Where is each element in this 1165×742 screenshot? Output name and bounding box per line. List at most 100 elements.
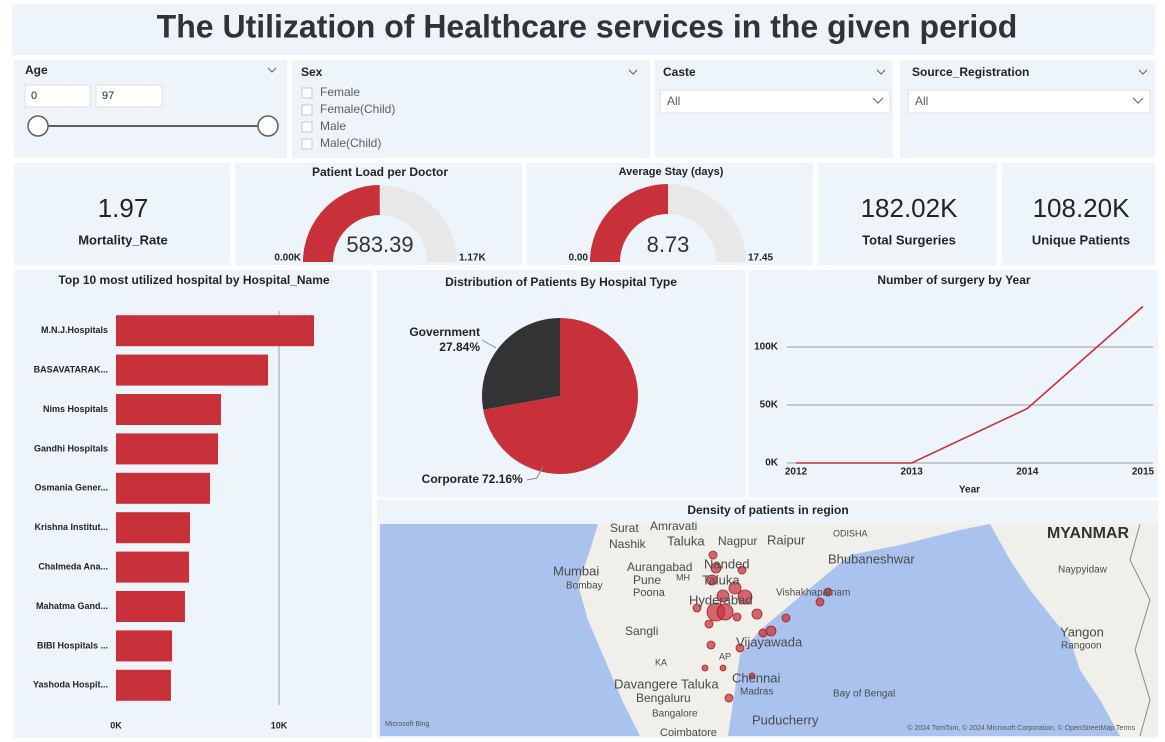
gauge-value: 583.39 <box>346 232 413 257</box>
map-label: Bangalore <box>652 709 698 720</box>
border <box>1129 523 1151 737</box>
map-label: Bombay <box>566 581 603 592</box>
bubble[interactable] <box>737 589 753 605</box>
bubble[interactable] <box>724 693 734 703</box>
bubble[interactable] <box>735 643 745 653</box>
bar[interactable] <box>116 512 191 544</box>
map-label: Taluka <box>702 572 740 587</box>
checkbox[interactable] <box>301 138 313 150</box>
input-box[interactable] <box>24 84 91 108</box>
filter-panel <box>292 60 650 158</box>
bar[interactable] <box>116 315 315 347</box>
dropdown-value: All <box>667 94 680 108</box>
bubble[interactable] <box>728 581 742 595</box>
bubble[interactable] <box>815 597 825 607</box>
bubble[interactable] <box>716 603 734 621</box>
bar[interactable] <box>116 354 269 386</box>
map-label: Hyderabad <box>689 592 753 607</box>
bubble[interactable] <box>751 608 763 620</box>
bar[interactable] <box>116 433 219 465</box>
option-label: Male <box>320 119 346 133</box>
checkbox[interactable] <box>301 87 313 99</box>
bubble[interactable] <box>732 612 742 622</box>
map-label: Bhubaneshwar <box>828 551 915 566</box>
slider-handle[interactable] <box>257 115 279 137</box>
bubble[interactable] <box>781 613 791 623</box>
map-label: Surat <box>610 521 639 535</box>
dropdown[interactable] <box>659 89 891 114</box>
y-tick-label: BASAVATARAK... <box>34 364 108 374</box>
option-label: Male(Child) <box>320 136 381 150</box>
slider-handle[interactable] <box>27 115 49 137</box>
card-value: 108.20K <box>1033 193 1131 223</box>
input-value: 97 <box>102 90 114 102</box>
bubble[interactable] <box>737 565 747 575</box>
bubble[interactable] <box>692 603 702 613</box>
x-tick-label: 2012 <box>785 467 808 478</box>
bar[interactable] <box>116 394 221 425</box>
bubble[interactable] <box>823 587 833 597</box>
filter-label: Age <box>25 63 48 77</box>
bar[interactable] <box>116 591 185 622</box>
bubbles <box>692 550 833 703</box>
bubble[interactable] <box>708 550 718 560</box>
gauge-fill <box>303 185 380 262</box>
pie-slice[interactable] <box>482 318 560 410</box>
bar[interactable] <box>116 472 211 504</box>
y-tick-label: 100K <box>754 342 779 353</box>
map-label: Taluka <box>667 533 705 548</box>
bubble[interactable] <box>706 640 716 650</box>
bubble[interactable] <box>701 664 709 672</box>
y-tick-label: BIBI Hospitals ... <box>37 640 108 650</box>
map-label: Amravati <box>650 519 697 533</box>
x-tick-label: 2013 <box>901 467 924 478</box>
line-series <box>796 305 1144 464</box>
bubble[interactable] <box>748 672 756 680</box>
bubble[interactable] <box>710 562 722 574</box>
chevron[interactable] <box>628 69 638 75</box>
dropdown[interactable] <box>907 89 1151 114</box>
bar[interactable] <box>116 669 171 701</box>
bar[interactable] <box>116 551 190 583</box>
gauge-fill <box>590 184 669 262</box>
bubble[interactable] <box>719 664 727 672</box>
bubble[interactable] <box>706 574 718 586</box>
chevron[interactable] <box>1138 69 1148 75</box>
chevron[interactable] <box>267 67 277 73</box>
map-label: KA <box>655 657 667 667</box>
bubble[interactable] <box>704 619 714 629</box>
card-value: 182.02K <box>861 193 959 223</box>
chevron <box>872 97 884 104</box>
card-panel <box>1002 163 1155 265</box>
map[interactable]: Surat Amravati Nashik Taluka Nagpur Raip… <box>380 519 1158 739</box>
map-label: Raipur <box>767 532 806 547</box>
x-axis-title: Year <box>959 485 980 496</box>
card-label: Total Surgeries <box>862 232 956 247</box>
charts: Patient Load per Doctor 583.39 0.00K 1.17K A… <box>33 165 1155 730</box>
gauge-min: 0.00 <box>569 253 589 264</box>
y-tick-label: 50K <box>760 400 779 411</box>
bubble[interactable] <box>716 589 730 603</box>
option-label: Female <box>320 85 360 99</box>
y-tick-label: Chalmeda Ana... <box>38 561 108 571</box>
chart-title: Density of patients in region <box>687 503 848 517</box>
y-tick-label: Osmania Gener... <box>34 483 108 493</box>
checkbox[interactable] <box>301 104 313 116</box>
chevron[interactable] <box>876 69 886 75</box>
pie-slice[interactable] <box>483 318 638 474</box>
slice-value: 27.84% <box>439 340 480 354</box>
chart-panel <box>749 270 1158 497</box>
map-label: Bay of Bengal <box>833 689 895 700</box>
map-label: Madras <box>740 687 773 698</box>
x-tick-label: 10K <box>271 720 288 730</box>
title-panel <box>12 4 1155 55</box>
attribution[interactable]: © 2024 TomTom, © 2024 Microsoft Corporat… <box>907 724 1135 732</box>
bar[interactable] <box>116 630 173 662</box>
checkbox[interactable] <box>301 121 313 133</box>
slice-label: Government <box>409 325 480 339</box>
land <box>990 524 1158 736</box>
page-title: The Utilization of Healthcare services i… <box>157 8 1018 44</box>
input-box[interactable] <box>95 84 163 108</box>
bubble[interactable] <box>758 628 768 638</box>
